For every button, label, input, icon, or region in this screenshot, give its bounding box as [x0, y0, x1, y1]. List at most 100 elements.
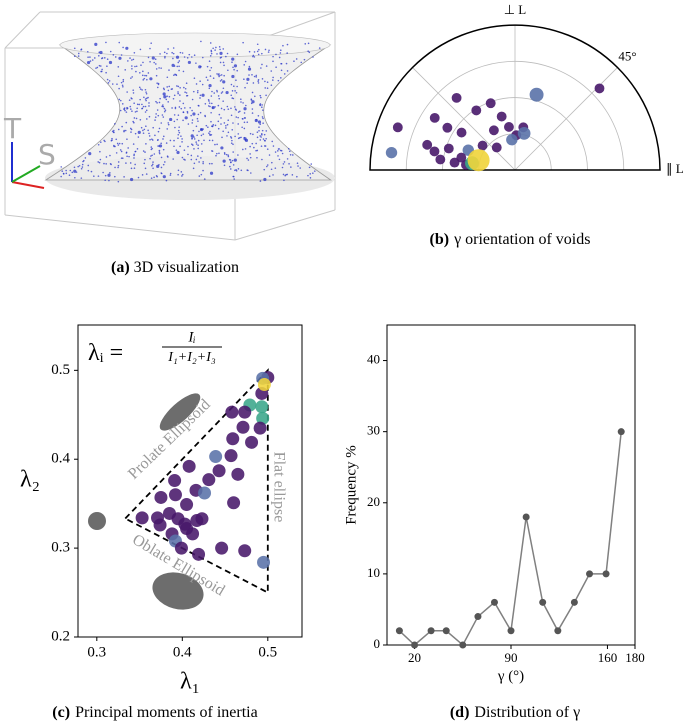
data-point	[256, 411, 270, 425]
data-point	[490, 598, 498, 606]
data-point	[522, 513, 530, 521]
data-point	[586, 570, 594, 578]
data-point	[427, 627, 435, 635]
void-point	[442, 122, 453, 133]
void-point	[451, 92, 462, 103]
void-point	[422, 139, 433, 150]
x-tick-label: 0.4	[173, 644, 192, 660]
data-point	[174, 541, 188, 555]
caption-text: Distribution of γ	[474, 704, 580, 721]
triangle	[124, 368, 269, 595]
data-point	[180, 498, 194, 512]
caption-label: (a)	[111, 259, 130, 276]
caption: (a) 3D visualization	[111, 259, 239, 276]
caption-label: (b)	[430, 231, 450, 248]
shape-icon	[88, 512, 106, 530]
y-axis-label: λ₂	[20, 467, 40, 493]
void-point	[471, 105, 482, 116]
theta-grid-line	[514, 67, 618, 171]
x-tick-label: 20	[408, 650, 421, 665]
data-point	[186, 527, 200, 541]
void-point	[488, 125, 499, 136]
void-point	[429, 146, 440, 157]
annotation: Prolate Ellipsoid	[125, 396, 214, 483]
void-point	[385, 146, 398, 159]
data-point	[570, 598, 578, 606]
data-point	[202, 473, 216, 487]
void-point	[496, 111, 507, 122]
data-point	[236, 420, 250, 434]
data-point	[225, 405, 239, 419]
x-tick-label: 0.5	[258, 644, 277, 660]
caption-text: γ orientation of voids	[453, 231, 590, 248]
formula-den: I₁+I₂+I₃	[167, 350, 216, 365]
void-point	[477, 140, 488, 151]
y-tick-label: 30	[367, 423, 380, 438]
data-point	[227, 496, 241, 510]
data-point	[192, 547, 206, 561]
y-tick-label: 40	[367, 352, 380, 367]
data-point	[198, 486, 212, 500]
caption-text: 3D visualization	[134, 259, 239, 276]
polar-frame	[369, 24, 661, 171]
data-point	[215, 541, 229, 555]
data-point	[178, 517, 192, 531]
line	[398, 431, 622, 647]
data-point	[617, 428, 625, 436]
void-point	[449, 157, 460, 168]
data-point	[231, 467, 245, 481]
panel-a-image: T S	[3, 11, 336, 241]
void-point	[517, 127, 531, 140]
data-point	[153, 518, 167, 532]
y-tick-label: 0.4	[51, 451, 70, 467]
theta-tick-label: ∥ L	[666, 161, 684, 176]
annotation: Flat ellipse	[270, 452, 287, 523]
data-point	[245, 435, 259, 449]
void-point	[594, 83, 605, 94]
data-point	[212, 464, 226, 478]
void-point	[485, 98, 496, 109]
x-tick-label: 180	[625, 650, 645, 665]
caption-label: (d)	[450, 704, 470, 721]
theta-tick-label: 45°	[618, 49, 636, 64]
data-point	[209, 450, 223, 464]
x-axis-label: γ (°)	[497, 668, 524, 684]
data-point	[411, 641, 419, 649]
data-point	[395, 627, 403, 635]
theta-grid-line	[412, 67, 516, 171]
data-point	[474, 613, 482, 621]
void-point	[506, 134, 518, 146]
data-point	[238, 405, 252, 419]
y-tick-label: 0	[374, 636, 381, 651]
data-point	[257, 378, 271, 392]
plot-frame	[386, 324, 636, 646]
data-point	[255, 400, 269, 414]
data-point	[168, 474, 182, 488]
caption: (b) γ orientation of voids	[430, 231, 591, 248]
caption-label: (c)	[52, 704, 70, 721]
y-tick-label: 20	[367, 494, 380, 509]
data-point	[154, 490, 168, 504]
formula-num: Iᵢ	[187, 329, 195, 345]
plot-frame	[77, 324, 303, 638]
caption: (c) Principal moments of inertia	[52, 704, 257, 721]
x-tick-label: 0.3	[87, 644, 106, 660]
y-tick-label: 0.2	[51, 628, 70, 644]
x-tick-label: 160	[598, 650, 618, 665]
void-point	[443, 143, 454, 154]
data-point	[442, 627, 450, 635]
void-point	[456, 152, 467, 163]
void-point	[435, 154, 446, 165]
y-tick-label: 0.5	[51, 362, 70, 378]
data-point	[238, 544, 252, 558]
data-point	[459, 641, 467, 649]
data-point	[195, 512, 209, 526]
y-tick-label: 10	[367, 565, 380, 580]
theta-tick-label: ⊥ L	[504, 2, 527, 17]
formula-eq: =	[110, 340, 124, 366]
shape-icon	[159, 393, 201, 431]
void-point	[491, 142, 502, 153]
y-axis-label: Frequency %	[343, 445, 359, 525]
formula: λᵢ =	[88, 340, 123, 366]
